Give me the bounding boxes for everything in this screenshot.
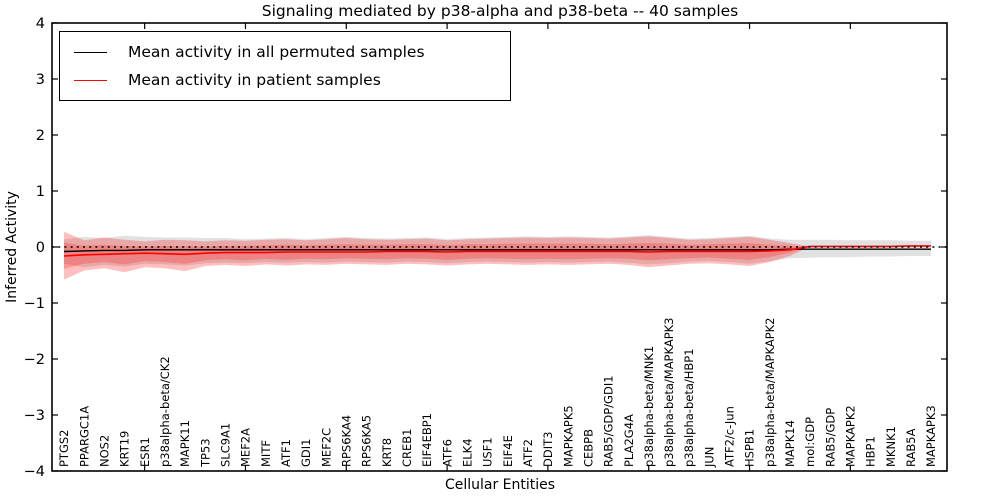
x-tick-label: RAB5A [904, 428, 918, 467]
y-tick-label: −3 [24, 408, 45, 424]
permuted-line-swatch [74, 51, 107, 53]
legend-entry-label: Mean activity in all permuted samples [128, 43, 425, 61]
series-line-patient [63, 245, 931, 257]
x-tick-label: MEF2C [319, 428, 333, 467]
x-tick-label: MITF [259, 440, 273, 467]
x-tick-label: JUN [702, 447, 716, 468]
x-tick-label: p38alpha-beta/CK2 [158, 356, 172, 467]
x-tick-label: ATF2/c-Jun [723, 406, 737, 467]
x-tick-label: USF1 [481, 437, 495, 467]
y-tick-label: 1 [36, 184, 45, 200]
x-tick-label: TP53 [198, 438, 212, 468]
x-axis-label: Cellular Entities [444, 477, 556, 493]
y-axis-label: Inferred Activity [4, 191, 20, 303]
legend-entry-permuted: Mean activity in all permuted samples [74, 38, 510, 66]
y-tick-label: 2 [36, 128, 45, 144]
x-tick-label: MAPK14 [783, 420, 797, 467]
x-tick-label: MAPKAPK5 [561, 405, 575, 467]
y-tick-label: 4 [36, 16, 45, 32]
x-tick-label: MAPKAPK2 [844, 405, 858, 467]
y-tick-label: −1 [24, 296, 45, 312]
x-tick-label: RAB5/GDP/GDI1 [602, 375, 616, 467]
legend-entry-label: Mean activity in patient samples [128, 71, 381, 89]
x-tick-label: RAB5/GDP [823, 408, 837, 467]
x-tick-label: ELK4 [461, 438, 475, 467]
legend-entry-patient: Mean activity in patient samples [74, 66, 510, 94]
x-tick-label: p38alpha-beta/MNK1 [642, 346, 656, 467]
x-tick-label: KRT19 [118, 431, 132, 467]
x-tick-label: ATF1 [279, 439, 293, 467]
y-tick-label: −4 [24, 464, 45, 480]
x-tick-label: NOS2 [98, 435, 112, 467]
x-tick-label: RPS6KA4 [340, 415, 354, 467]
x-tick-label: DDIT3 [541, 432, 555, 467]
x-tick-label: ATF2 [521, 439, 535, 467]
patient-samples-range-inner-band [64, 242, 810, 269]
x-tick-label: PLA2G4A [622, 414, 636, 467]
x-tick-label: ESR1 [138, 437, 152, 467]
x-tick-label: KRT8 [380, 438, 394, 467]
x-tick-label: PPARGC1A [77, 406, 91, 467]
x-tick-label: p38alpha-beta/MAPKAPK3 [662, 318, 676, 468]
x-tick-label: PTGS2 [57, 430, 71, 468]
x-tick-label: SLC9A1 [219, 423, 233, 467]
x-tick-label: EIF4EBP1 [420, 413, 434, 467]
x-tick-label: HSPB1 [743, 429, 757, 467]
x-tick-label: MEF2A [239, 428, 253, 467]
x-tick-label: HBP1 [864, 436, 878, 467]
y-tick-label: −2 [24, 352, 45, 368]
chart-title: Signaling mediated by p38-alpha and p38-… [261, 2, 739, 20]
x-tick-label: p38alpha-beta/HBP1 [682, 348, 696, 467]
x-tick-label: EIF4E [501, 435, 515, 467]
x-tick-label: GDI1 [299, 439, 313, 467]
y-tick-label: 3 [36, 72, 45, 88]
legend: Mean activity in all permuted samples Me… [59, 31, 511, 101]
patient-line-swatch [74, 79, 107, 81]
y-tick-label: 0 [36, 240, 45, 256]
x-tick-label: MAPK11 [178, 420, 192, 467]
x-tick-label: MAPKAPK3 [924, 405, 938, 467]
axes-frame [51, 22, 948, 472]
x-tick-label: p38alpha-beta/MAPKAPK2 [763, 318, 777, 468]
patient-samples-range-outer-band [64, 231, 810, 280]
x-tick-label: MKNK1 [884, 426, 898, 467]
x-tick-label: mol:GDP [803, 417, 817, 467]
x-tick-label: ATF6 [440, 439, 454, 467]
x-tick-label: CEBPB [581, 429, 595, 467]
x-tick-label: CREB1 [400, 429, 414, 468]
x-tick-label: RPS6KA5 [360, 415, 374, 467]
